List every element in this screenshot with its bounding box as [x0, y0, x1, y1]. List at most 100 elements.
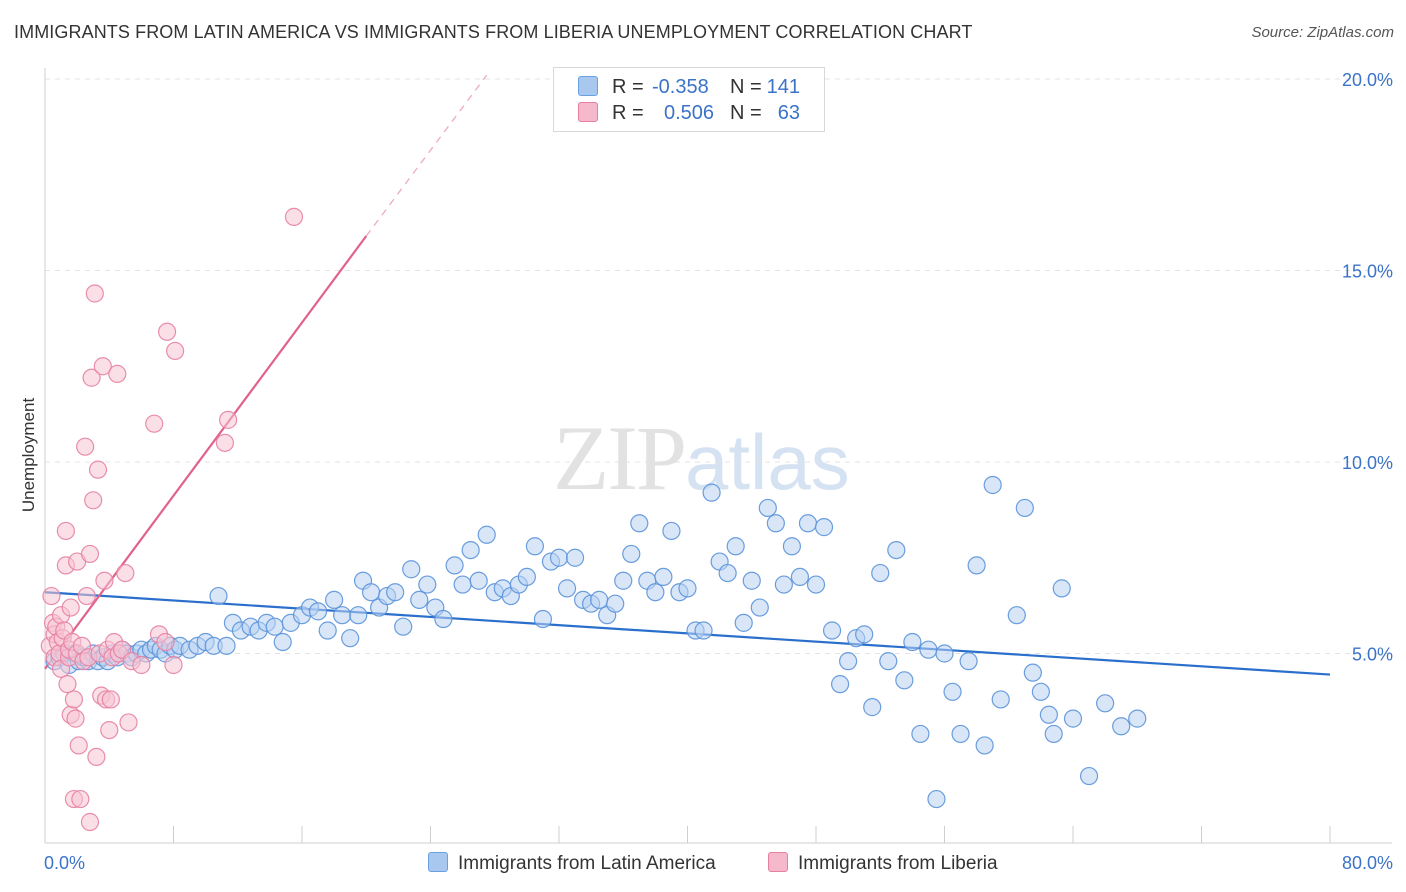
latin-america-point — [702, 483, 721, 502]
latin-america-point — [1063, 709, 1083, 728]
latin-america-point — [1039, 705, 1059, 724]
latin-america-point — [606, 594, 625, 613]
latin-america-point — [590, 590, 609, 609]
liberia-point — [69, 736, 88, 755]
latin-america-point — [766, 514, 785, 533]
latin-america-point — [830, 675, 850, 694]
latin-america-point — [533, 609, 553, 629]
latin-america-point — [814, 518, 834, 537]
y-tick-label: 10.0% — [1342, 453, 1393, 473]
liberia-point — [132, 655, 151, 675]
liberia-point — [77, 586, 96, 606]
liberia-point — [58, 675, 77, 694]
x-tick-label: 80.0% — [1342, 853, 1393, 873]
y-tick-label: 15.0% — [1342, 262, 1393, 282]
latin-america-point — [630, 514, 649, 533]
latin-america-point — [394, 617, 413, 636]
latin-america-point — [879, 652, 898, 671]
liberia-point — [88, 460, 108, 479]
legend-n-label: N = — [730, 76, 762, 98]
latin-america-point — [782, 537, 802, 556]
latin-america-point — [265, 617, 284, 636]
series-swatch-blue — [428, 852, 448, 872]
latin-america-point — [927, 789, 946, 809]
latin-america-point — [654, 567, 673, 587]
liberia-point — [87, 747, 106, 767]
liberia-point — [64, 690, 84, 709]
liberia-point — [95, 571, 114, 590]
legend-r-label: R = — [612, 76, 644, 98]
latin-america-point — [402, 560, 421, 579]
axes — [44, 68, 1392, 844]
latin-america-point — [678, 579, 697, 598]
legend-row-latin-america: R = -0.358 N = 141 — [578, 76, 800, 102]
latin-america-point — [217, 636, 236, 655]
latin-america-point — [1096, 694, 1115, 713]
series-legend-label: Immigrants from Liberia — [798, 853, 998, 874]
latin-america-point — [477, 525, 496, 544]
latin-america-point — [445, 556, 464, 575]
latin-america-point — [273, 632, 292, 652]
legend-n-value: 63 — [777, 102, 800, 124]
latin-america-point — [742, 571, 761, 590]
latin-america-point — [557, 579, 577, 598]
latin-america-point — [726, 537, 745, 556]
latin-america-point — [750, 598, 769, 617]
latin-america-point — [911, 724, 930, 744]
latin-america-point — [822, 621, 842, 640]
chart-title: IMMIGRANTS FROM LATIN AMERICA VS IMMIGRA… — [14, 22, 973, 42]
liberia-trend-extension — [365, 74, 488, 237]
liberia-point — [71, 789, 90, 809]
liberia-point — [76, 437, 95, 456]
series-legend-liberia[interactable]: Immigrants from Liberia — [768, 852, 998, 875]
latin-america-point — [469, 571, 488, 590]
liberia-point — [93, 357, 112, 376]
liberia-point — [284, 207, 304, 226]
latin-america-point — [983, 475, 1002, 495]
liberia-point — [101, 690, 120, 709]
legend-row-liberia: R = 0.506 N = 63 — [578, 102, 800, 128]
liberia-point — [164, 655, 183, 675]
latin-america-point — [1015, 498, 1034, 518]
correlation-legend: R = -0.358 N = 141 R = 0.506 N = 63 — [553, 67, 825, 132]
liberia-point — [80, 544, 100, 564]
latin-america-point — [790, 567, 810, 587]
latin-america-point — [798, 514, 818, 533]
liberia-point — [61, 598, 80, 617]
latin-america-point — [1044, 724, 1063, 744]
latin-america-point — [209, 586, 228, 606]
latin-america-point — [1052, 579, 1071, 598]
liberia-trend-line — [44, 235, 368, 670]
watermark-zip: ZIP — [553, 407, 687, 509]
liberia-point — [157, 322, 177, 341]
latin-america-point — [646, 583, 665, 602]
series-swatch-pink — [768, 852, 788, 872]
series-legend-latin-america[interactable]: Immigrants from Latin America — [428, 852, 716, 875]
latin-america-point — [967, 556, 986, 575]
liberia-point — [119, 713, 138, 732]
latin-america-point — [453, 575, 472, 594]
latin-america-point — [361, 583, 381, 602]
liberia-point — [145, 414, 164, 433]
y-axis-label: Unemployment — [19, 398, 38, 513]
latin-america-point — [614, 571, 633, 590]
latin-america-point — [549, 548, 569, 567]
x-tick-label: 0.0% — [44, 853, 85, 873]
latin-america-point — [461, 540, 480, 560]
y-tick-label: 20.0% — [1342, 70, 1393, 90]
latin-america-point — [318, 621, 337, 640]
latin-america-point — [694, 621, 713, 640]
liberia-point — [80, 812, 100, 832]
latin-america-point — [855, 625, 874, 644]
legend-n-value: 141 — [766, 76, 800, 98]
liberia-point — [166, 341, 185, 361]
latin-america-point — [308, 602, 328, 621]
liberia-point — [100, 720, 119, 740]
latin-america-point — [903, 632, 922, 652]
latin-america-point — [887, 540, 906, 560]
latin-america-point — [662, 521, 681, 541]
latin-america-point — [418, 575, 437, 594]
liberia-point — [66, 709, 85, 728]
latin-america-point — [325, 590, 344, 609]
